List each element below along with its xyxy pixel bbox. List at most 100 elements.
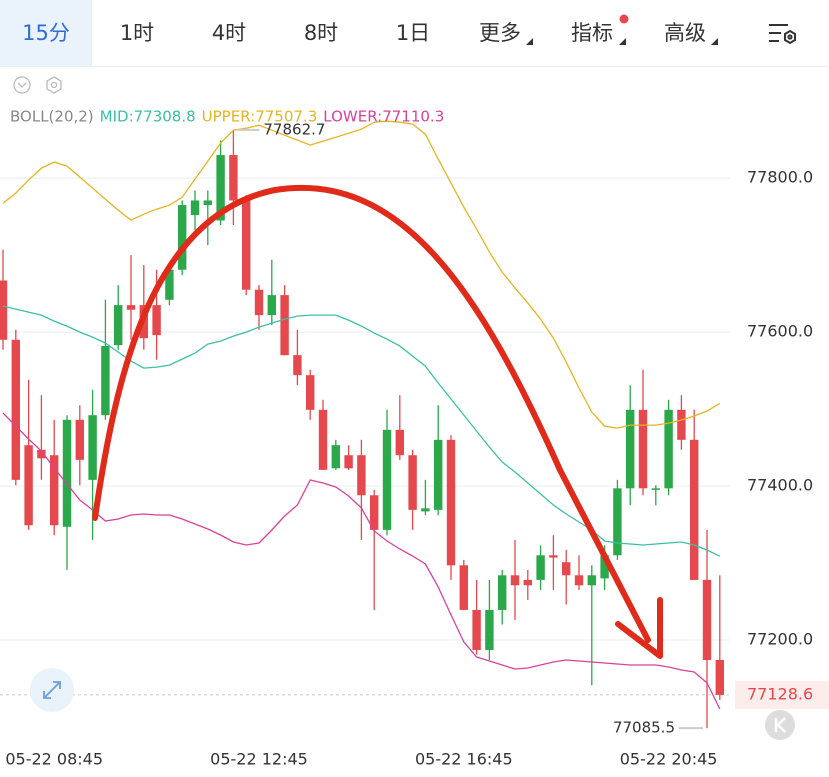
back-icon: [774, 717, 786, 733]
candle-body: [101, 345, 110, 416]
dropdown-mark: [526, 38, 533, 45]
candle-body: [216, 155, 225, 221]
settings-icon[interactable]: [769, 24, 796, 45]
candle-body: [331, 445, 340, 469]
x-tick-label: 05-22 16:45: [415, 750, 513, 769]
timeframe-tab[interactable]: 更多: [479, 21, 521, 45]
candle-body: [75, 419, 84, 460]
back-button[interactable]: [765, 710, 795, 740]
candle-body: [242, 200, 251, 290]
candle-body: [0, 280, 8, 340]
candle-body: [434, 439, 443, 510]
settings-icon-dot: [50, 81, 58, 89]
timeframe-tab[interactable]: 高级: [664, 21, 706, 45]
axis-panel: [730, 66, 829, 777]
settings-icon[interactable]: [46, 76, 62, 94]
y-tick-label: 77600.0: [747, 322, 813, 341]
candle-body: [114, 305, 123, 346]
candle-body: [178, 205, 187, 270]
candle-body: [370, 495, 379, 530]
candle-body: [293, 355, 302, 376]
notice-dot: [619, 14, 629, 24]
candle-body: [126, 305, 136, 310]
candle-body: [562, 562, 571, 576]
band-line: [2, 120, 721, 429]
candle-body: [280, 295, 289, 356]
last-price-tag: [735, 680, 829, 709]
timeframe-tab[interactable]: 8时: [303, 21, 339, 45]
candle-body: [446, 439, 456, 566]
overlay: [30, 184, 795, 740]
candle-body: [459, 565, 468, 610]
candle-body: [677, 409, 686, 440]
candle-body: [536, 555, 545, 580]
x-tick-label: 05-22 12:45: [210, 750, 308, 769]
background: [13, 66, 829, 777]
legend-entry: LOWER:77110.3: [323, 108, 444, 126]
timeframe-tab[interactable]: 指标: [571, 21, 613, 45]
collapse-icon[interactable]: [13, 76, 31, 94]
candle-body: [485, 609, 494, 650]
candle-body: [50, 455, 59, 526]
toolbar: 15分 1时 4时 8时 1日 更多 指标 高级: [0, 0, 829, 67]
trend-arrow: [92, 184, 651, 643]
candle-body: [715, 659, 724, 695]
candle-body: [24, 445, 33, 526]
timeframe-tab[interactable]: 1日: [395, 21, 431, 45]
candle-body: [702, 579, 712, 660]
candle-body: [357, 455, 366, 496]
candle-body: [574, 575, 584, 586]
dropdown-mark: [619, 38, 626, 45]
high-label: 77862.7: [263, 120, 325, 138]
y-tick-label: 77800.0: [747, 168, 813, 187]
candle-body: [638, 409, 648, 489]
timeframe-tab[interactable]: 15分: [0, 0, 92, 66]
candle-body: [613, 488, 622, 556]
legend-entry: MID:77308.8: [100, 108, 196, 126]
candle-body: [664, 409, 673, 489]
candle-body: [651, 488, 660, 490]
candle-body: [510, 575, 520, 586]
candle-body: [203, 200, 212, 206]
candle-body: [165, 269, 174, 300]
candle-body: [62, 419, 72, 527]
candle-body: [472, 609, 481, 650]
candle-body: [523, 579, 532, 586]
plot: [0, 120, 724, 729]
timeframe-tab[interactable]: 4时: [211, 21, 247, 45]
candle-body: [690, 439, 699, 580]
toolbar-icons: [526, 14, 796, 45]
candle-body: [421, 508, 430, 512]
x-tick-label: 05-22 20:45: [620, 750, 718, 769]
low-label: 77085.5: [613, 719, 675, 737]
candle-body: [190, 200, 200, 216]
candle-body: [395, 429, 404, 456]
candle-body: [549, 555, 558, 558]
candle-body: [267, 295, 276, 316]
candle-body: [88, 415, 97, 480]
expand-icon: [43, 681, 61, 699]
candle-body: [498, 575, 507, 610]
band-line: [2, 305, 721, 557]
collapse-icon-glyph: [17, 82, 27, 88]
y-tick-label: 77200.0: [747, 629, 813, 648]
candle-body: [254, 289, 264, 316]
y-tick-label: 77400.0: [747, 476, 813, 495]
candle-body: [587, 575, 596, 586]
candle-body: [344, 455, 353, 469]
dropdown-mark: [711, 38, 718, 45]
candle-body: [408, 455, 417, 510]
legend-entry: UPPER:77507.3: [202, 108, 318, 126]
last-price-label: 77128.6: [747, 684, 813, 703]
trend-arrow-head: [615, 597, 663, 659]
candle-body: [306, 375, 315, 410]
candle-body: [382, 429, 392, 530]
timeframe-tab[interactable]: 1时: [119, 21, 155, 45]
band-line: [2, 412, 721, 710]
candle-body: [626, 409, 635, 489]
x-tick-label: 05-22 08:45: [5, 750, 103, 769]
candle-body: [600, 555, 609, 579]
candle-body: [229, 155, 238, 201]
